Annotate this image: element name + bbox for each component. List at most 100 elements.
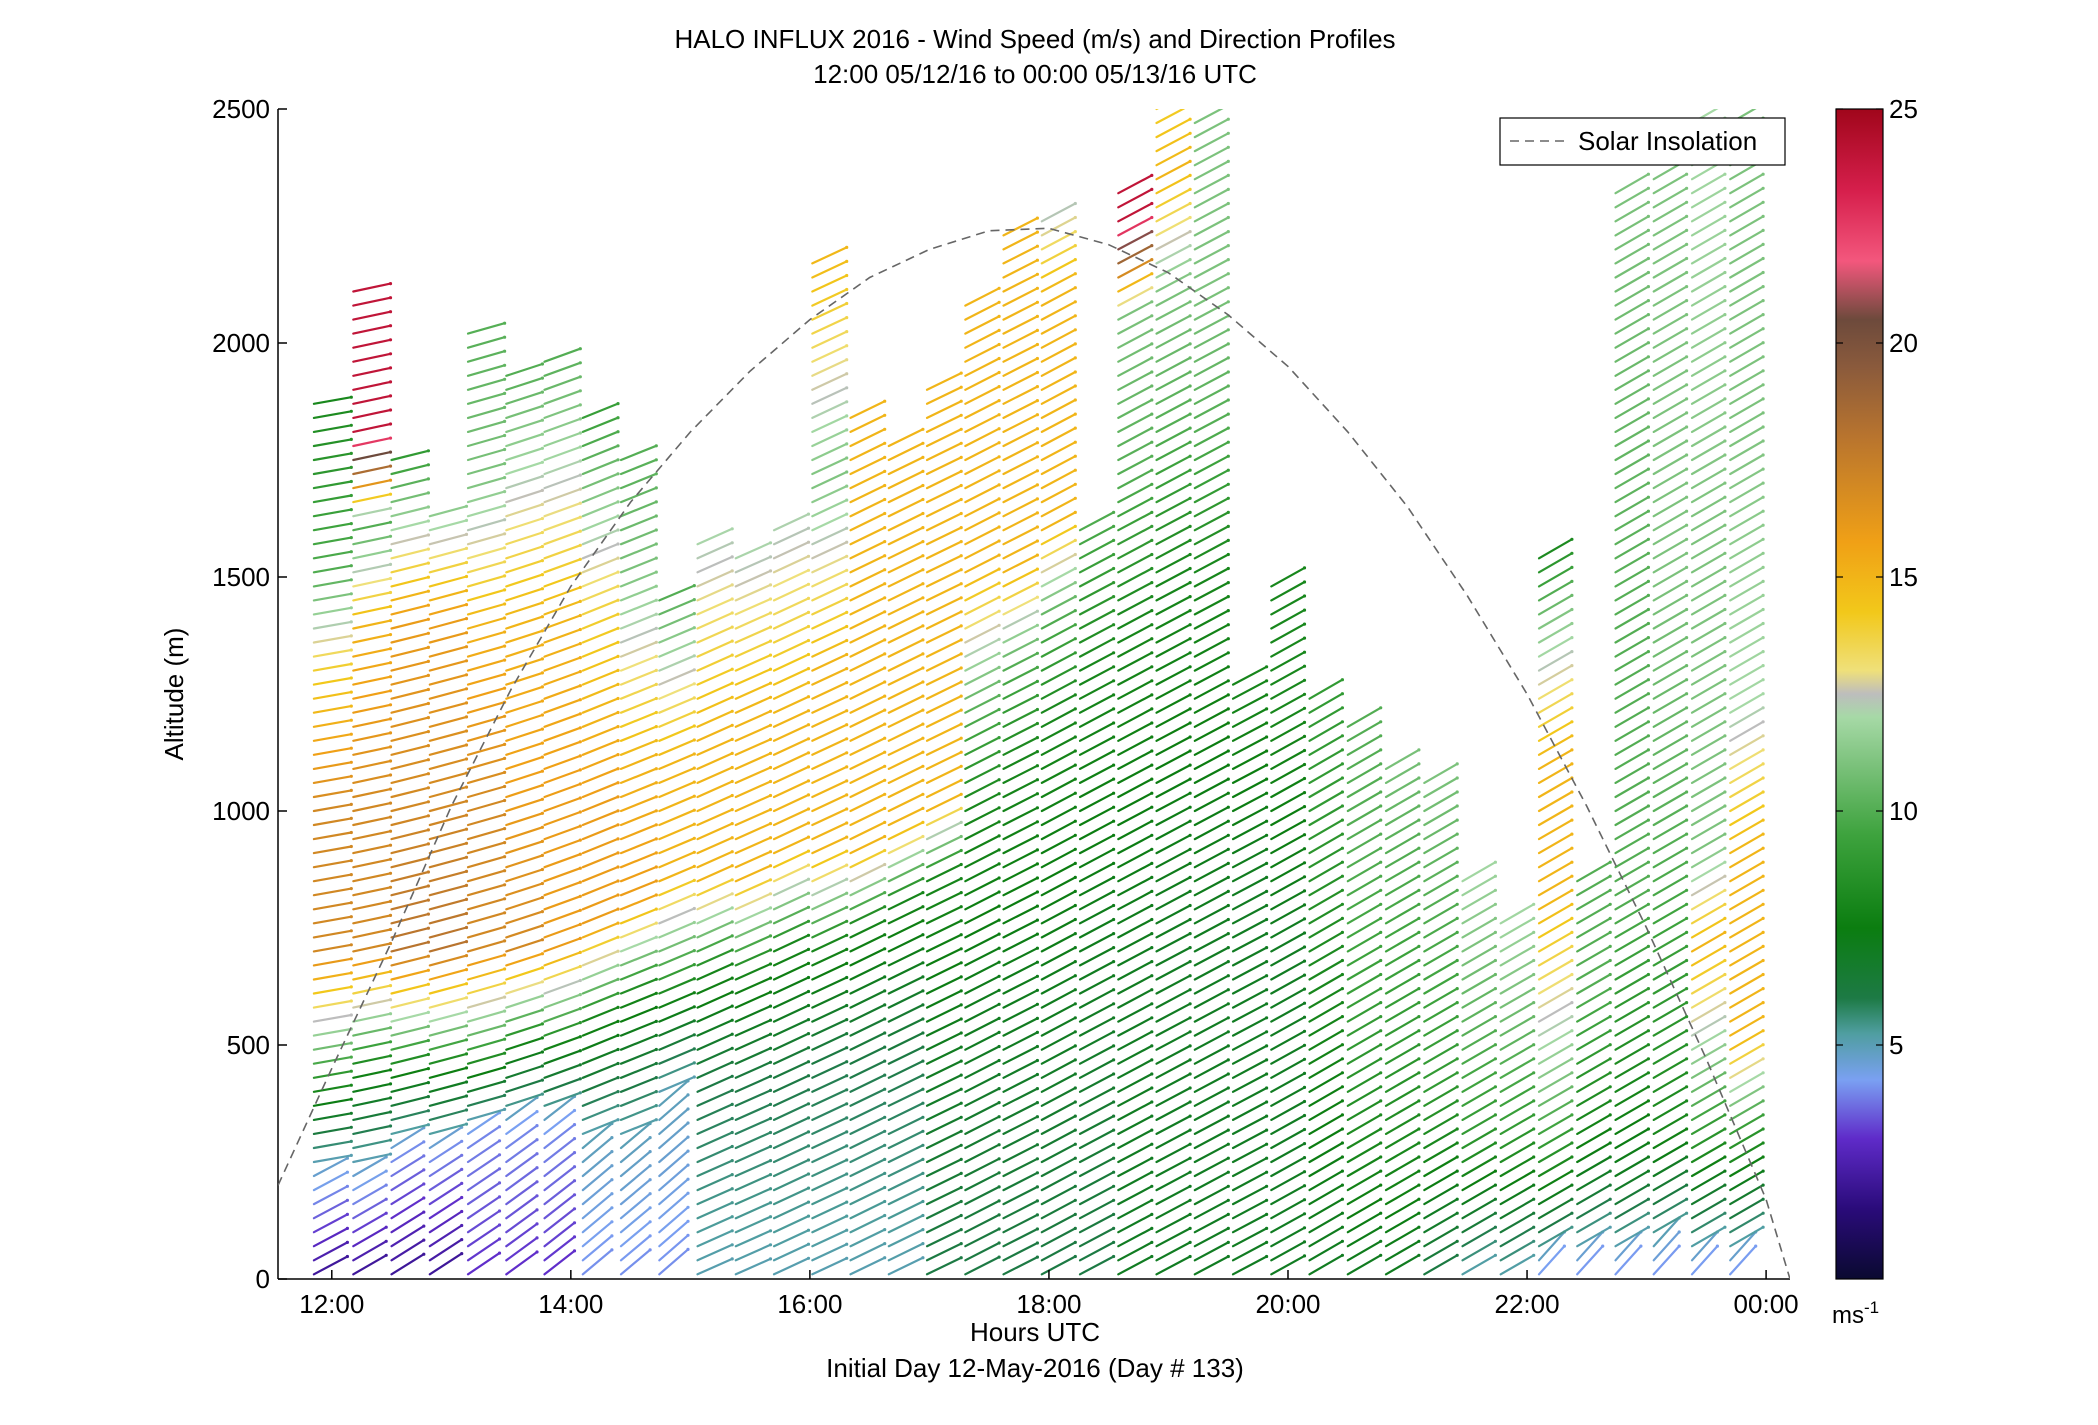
wind-barb-head (997, 286, 1001, 290)
wind-barb (887, 680, 925, 700)
wind-barb (428, 1052, 468, 1065)
wind-barb (1117, 749, 1153, 771)
wind-barb (428, 1010, 468, 1023)
wind-barb (466, 336, 506, 349)
wind-barb (1537, 1043, 1574, 1065)
wind-barb-head (1226, 1198, 1230, 1202)
wind-barb-head (1112, 917, 1116, 922)
wind-barb (1117, 609, 1153, 630)
wind-barb-head (578, 824, 582, 828)
wind-barb-head (768, 836, 773, 840)
wind-barb-head (1723, 355, 1727, 359)
wind-barb (581, 1220, 614, 1248)
wind-barb-head (845, 1032, 849, 1036)
wind-barb-head (1646, 1071, 1650, 1075)
wind-barb (312, 1013, 353, 1023)
wind-barb-head (959, 680, 963, 684)
wind-barb (811, 667, 848, 686)
wind-barb-head (1112, 1142, 1116, 1146)
wind-barb (505, 1064, 544, 1079)
wind-barb-head (1150, 875, 1154, 880)
wind-barb-head (1685, 200, 1689, 204)
wind-barb (466, 701, 506, 714)
wind-barb-head (1226, 1030, 1230, 1034)
wind-barb-head (1188, 665, 1192, 669)
wind-barb (1155, 974, 1192, 995)
wind-barb (658, 1220, 690, 1248)
wind-barb-head (1112, 595, 1116, 599)
wind-barb (1117, 862, 1153, 883)
wind-barb-head (1035, 413, 1039, 417)
wind-barb-head (1073, 552, 1077, 557)
wind-barb (352, 577, 392, 588)
wind-barb-head (1417, 1169, 1421, 1173)
wind-barb (352, 661, 392, 672)
wind-barb-head (768, 990, 773, 994)
wind-barb-head (959, 975, 963, 979)
wind-barb (1040, 441, 1077, 462)
wind-barb-head (1073, 637, 1077, 641)
wind-barb (925, 666, 963, 686)
wind-barb-head (1112, 707, 1116, 711)
wind-barb-head (692, 626, 696, 630)
wind-barb (696, 906, 734, 925)
wind-barb-head (1150, 370, 1154, 374)
wind-barb-head (464, 673, 469, 677)
wind-barb (658, 640, 696, 658)
wind-barb-head (997, 988, 1001, 992)
wind-barb-head (883, 1087, 887, 1091)
wind-barb (1729, 650, 1765, 672)
wind-barb (619, 444, 658, 462)
wind-barb (887, 737, 925, 756)
wind-barb-head (1265, 763, 1269, 767)
wind-barb (887, 1256, 925, 1276)
wind-barb-head (464, 954, 469, 958)
wind-barb (1423, 847, 1459, 869)
wind-barb (772, 1257, 810, 1276)
wind-barb (1078, 1002, 1115, 1023)
wind-barb (925, 512, 963, 532)
wind-barb-head (1685, 790, 1689, 794)
wind-barb (887, 1228, 925, 1248)
wind-barb (428, 1154, 463, 1178)
wind-barb (849, 498, 886, 518)
wind-barb (1270, 1142, 1306, 1164)
wind-barb (1002, 371, 1039, 391)
wind-barb (1002, 904, 1039, 925)
wind-barb-head (806, 667, 811, 671)
wind-barb-head (1188, 1072, 1192, 1076)
wind-barb (1461, 1015, 1497, 1037)
wind-barb (696, 625, 734, 644)
wind-barb (428, 1066, 468, 1079)
wind-barb (428, 800, 468, 813)
wind-barb (811, 1046, 848, 1065)
wind-barb-head (1112, 1016, 1116, 1020)
wind-barb-head (1417, 1155, 1421, 1159)
wind-barb-head (959, 1213, 963, 1218)
wind-barb (1576, 945, 1612, 967)
wind-barb (1078, 735, 1115, 756)
wind-barb (1614, 1001, 1650, 1023)
wind-barb-head (1188, 974, 1192, 978)
wind-barb-head (1112, 679, 1116, 683)
wind-barb-head (1761, 1029, 1765, 1033)
wind-barb-head (1570, 1211, 1574, 1215)
wind-barb (1652, 1155, 1688, 1178)
wind-barb-head (388, 970, 393, 974)
wind-barb (1461, 1240, 1497, 1262)
wind-barb-head (1417, 987, 1421, 991)
wind-barb-head (1723, 313, 1727, 317)
wind-barb-head (388, 1082, 393, 1086)
wind-barb-head (1073, 258, 1077, 262)
wind-barb-head (1761, 930, 1765, 935)
wind-barb-head (1188, 1212, 1192, 1216)
wind-barb (1231, 1185, 1268, 1206)
wind-barb-head (464, 504, 469, 508)
wind-barb (849, 1003, 886, 1023)
wind-barb-head (1265, 1156, 1269, 1160)
wind-barb (1040, 918, 1077, 939)
wind-barb (849, 638, 886, 658)
wind-barb (1652, 748, 1688, 771)
wind-barb-head (426, 449, 430, 453)
wind-barb (619, 613, 658, 630)
